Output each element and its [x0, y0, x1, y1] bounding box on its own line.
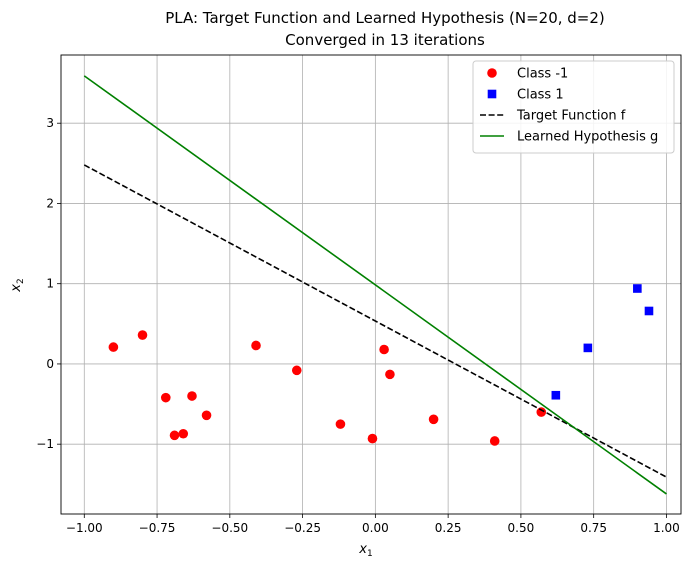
legend-box [472, 60, 675, 154]
data-point-class--1 [137, 330, 148, 340]
x-axis-label-sub: 1 [367, 549, 373, 559]
data-point-class-1 [644, 306, 654, 316]
chart-title: PLA: Target Function and Learned Hypothe… [165, 9, 605, 27]
x-tick-label: 0.50 [508, 521, 535, 535]
data-point-class--1 [291, 365, 302, 376]
legend: Class -1 Class 1 Target Function f Learned … [472, 60, 675, 154]
y-axis-label: x2 [9, 278, 26, 292]
x-tick-label: −0.25 [284, 521, 321, 535]
legend-marker [487, 68, 497, 78]
y-tick-label: −1 [36, 437, 54, 451]
x-tick-label: 0.25 [435, 521, 462, 535]
data-point-class-1 [633, 284, 642, 293]
y-axis-label-sub: 2 [16, 278, 26, 284]
x-tick-label: 0.00 [362, 521, 389, 535]
chart-subtitle: Converged in 13 iterations [285, 31, 485, 49]
data-point-class--1 [160, 392, 171, 403]
x-tick-label: 1.00 [653, 521, 680, 535]
axes-frame [60, 54, 682, 515]
data-point-class--1 [385, 369, 395, 380]
data-point-class--1 [251, 340, 261, 351]
data-point-class--1 [367, 433, 378, 444]
data-point-class-1 [551, 390, 561, 400]
data-point-class--1 [108, 342, 119, 352]
legend-label: Class 1 [517, 88, 564, 103]
data-point-class--1 [187, 391, 197, 401]
data-point-class--1 [536, 407, 547, 417]
data-point-class--1 [201, 410, 212, 421]
legend-marker [487, 89, 497, 99]
y-tick-label: 2 [46, 196, 54, 210]
y-tick-label: 1 [46, 277, 54, 291]
y-tick-label: 0 [46, 357, 54, 371]
legend-label: Class -1 [517, 67, 568, 82]
x-tick-label: −0.75 [139, 521, 176, 535]
x-axis-label-main: x [358, 542, 367, 557]
x-axis-label: x1 [358, 542, 372, 559]
y-tick-label: 3 [46, 116, 54, 130]
legend-label: Learned Hypothesis g [517, 130, 658, 145]
data-point-class--1 [379, 344, 389, 355]
data-point-class--1 [489, 436, 500, 446]
series-line-learned-hypothesis-g [83, 75, 667, 495]
data-point-class--1 [178, 428, 189, 439]
legend-label: Target Function f [516, 109, 626, 124]
x-tick-label: −0.50 [211, 521, 248, 535]
data-point-class--1 [428, 414, 439, 425]
x-tick-label: 0.75 [580, 521, 607, 535]
y-axis-label-main: x [9, 284, 24, 293]
x-tick-label: −1.00 [66, 521, 103, 535]
data-point-class-1 [583, 343, 593, 353]
data-point-class--1 [335, 419, 346, 429]
data-point-class--1 [169, 430, 180, 441]
